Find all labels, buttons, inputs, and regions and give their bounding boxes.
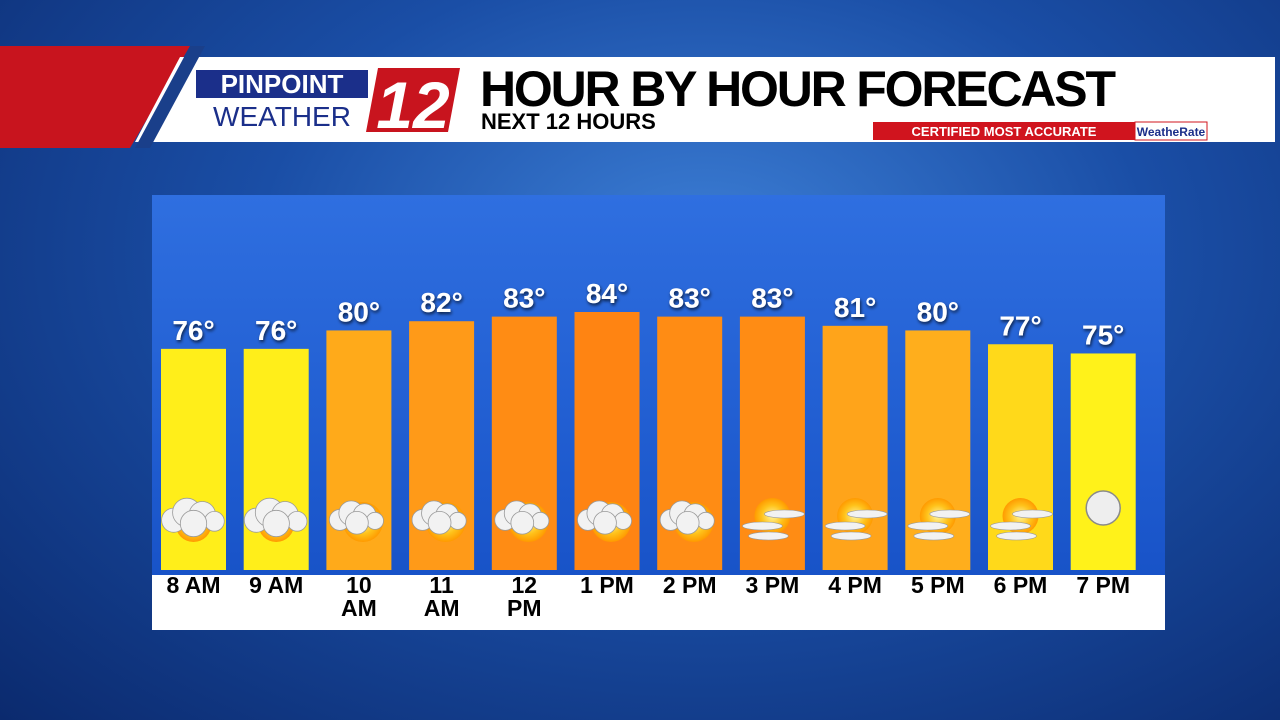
thin-cloud: [764, 509, 805, 519]
chart-subtitle: NEXT 12 HOURS: [481, 109, 656, 134]
value-label: 76°: [255, 315, 297, 346]
cloud-puff: [366, 511, 384, 530]
moon: [1085, 490, 1121, 526]
stripe: [135, 46, 205, 148]
badge-brand: WeatheRate: [1137, 125, 1206, 139]
cloud-puff: [427, 510, 452, 535]
value-label: 82°: [420, 287, 462, 318]
thin-cloud: [846, 509, 888, 519]
value-label: 81°: [834, 292, 876, 323]
value-label: 75°: [1082, 319, 1124, 350]
cloud-puff: [510, 510, 535, 535]
cloud-puff: [531, 511, 550, 530]
logo-bg: [196, 70, 368, 98]
logo-number-bg: [366, 68, 460, 132]
category-label: 9 AM: [249, 572, 304, 598]
logo-number: 12: [376, 68, 450, 142]
weather-icon: [161, 497, 225, 542]
thin-cloud: [830, 531, 872, 541]
value-label: 80°: [338, 296, 380, 327]
value-label: 83°: [503, 283, 545, 314]
weather-icon: [243, 497, 308, 542]
category-label: 8 AM: [166, 572, 221, 598]
value-label: 77°: [999, 310, 1041, 341]
value-label: 80°: [917, 296, 959, 327]
chart-title: HOUR BY HOUR FORECAST: [480, 61, 1116, 117]
category-label: 2 PM: [662, 572, 717, 598]
value-label: 83°: [751, 283, 793, 314]
thin-cloud: [748, 531, 789, 541]
cloud-puff: [262, 509, 290, 538]
badge-bg: [873, 122, 1135, 140]
weather-icon: [328, 500, 384, 542]
thin-cloud: [824, 521, 866, 531]
category-label: 5 PM: [910, 572, 965, 598]
label-strip: [152, 575, 1165, 630]
category-label: 4 PM: [828, 572, 882, 598]
thin-cloud: [1012, 509, 1053, 519]
value-label: 83°: [669, 283, 711, 314]
category-label: 7 PM: [1076, 572, 1131, 598]
thin-cloud: [742, 521, 783, 531]
cloud-puff: [675, 510, 700, 535]
value-label: 84°: [586, 278, 628, 309]
cloud-puff: [345, 510, 369, 535]
weather-icon: [411, 500, 467, 542]
cloud-puff: [286, 510, 308, 532]
category-label: 11 AM: [423, 572, 460, 621]
thin-cloud: [996, 531, 1037, 541]
thin-cloud: [907, 521, 949, 531]
red-slab: [0, 46, 190, 148]
category-label: 6 PM: [993, 572, 1048, 598]
value-label: 76°: [172, 315, 214, 346]
category-label: 1 PM: [580, 572, 634, 598]
cloud-puff: [448, 511, 467, 530]
category-label: 3 PM: [745, 572, 800, 598]
weather-icon: [907, 498, 971, 541]
weather-icon: [742, 498, 805, 541]
weather-icon: [990, 498, 1053, 541]
cloud-puff: [696, 511, 715, 530]
badge: CERTIFIED MOST ACCURATE: [912, 124, 1097, 139]
cloud-puff: [179, 509, 208, 538]
bar: [1070, 353, 1136, 570]
weather-icon: [1085, 490, 1121, 526]
weather-icon: [577, 500, 633, 542]
category-label: 10 AM: [341, 572, 377, 621]
category-label: 12 PM: [507, 572, 542, 621]
badge-brand-bg: [1134, 121, 1208, 141]
thin-cloud: [929, 509, 971, 519]
weather-icon: [824, 498, 888, 541]
cloud-puff: [593, 510, 617, 535]
logo-top: PINPOINT: [221, 69, 344, 99]
cloud-puff: [204, 510, 225, 532]
cloud-puff: [614, 511, 633, 530]
logo-bottom: WEATHER: [213, 101, 351, 132]
thin-cloud: [990, 521, 1031, 531]
thin-cloud: [913, 531, 955, 541]
weather-icon: [494, 500, 550, 542]
weather-icon: [659, 500, 715, 542]
